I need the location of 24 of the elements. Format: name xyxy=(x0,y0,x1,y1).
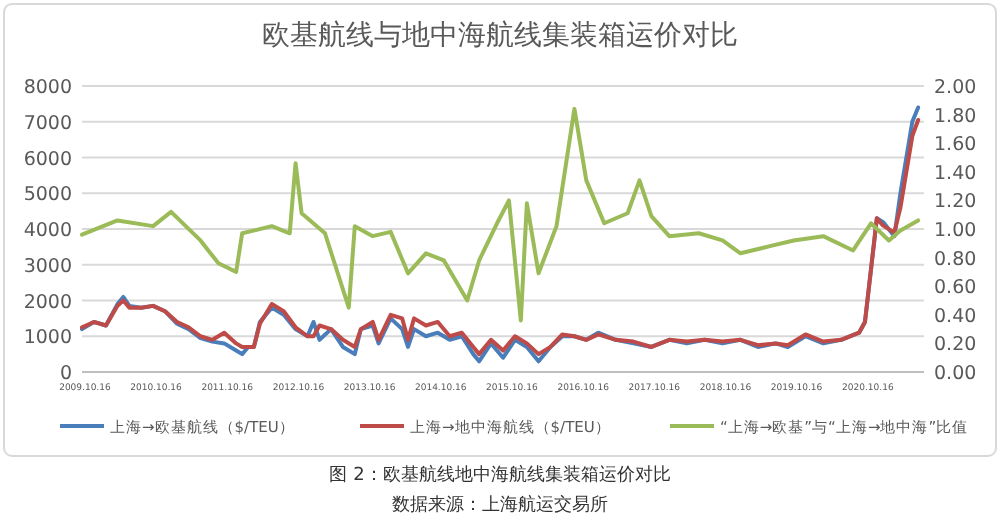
y2-tick-label: 0.20 xyxy=(934,334,977,357)
y-tick-label: 3000 xyxy=(23,255,72,278)
y-tick-label: 5000 xyxy=(23,184,72,207)
y-tick-label: 1000 xyxy=(23,327,72,350)
y-tick-label: 2000 xyxy=(23,291,72,314)
y2-tick-label: 1.00 xyxy=(934,220,977,242)
source-note: 数据来源：上海航运交易所 xyxy=(392,494,608,516)
y-tick-label: 4000 xyxy=(23,220,72,242)
y-tick-label: 6000 xyxy=(23,148,72,171)
y2-tick-label: 2.00 xyxy=(934,77,977,99)
y-tick-label: 0 xyxy=(59,363,72,385)
caption: 图 2：欧基航线地中海航线集装箱运价对比 xyxy=(329,464,671,486)
y2-tick-label: 1.80 xyxy=(934,105,977,128)
y2-tick-label: 1.20 xyxy=(934,191,977,214)
y2-tick-label: 1.60 xyxy=(934,134,977,157)
y-tick-label: 8000 xyxy=(23,77,72,99)
y2-tick-label: 0.60 xyxy=(934,277,977,300)
y2-tick-label: 0.00 xyxy=(934,363,977,385)
y-tick-label: 7000 xyxy=(23,112,72,135)
y2-tick-label: 0.40 xyxy=(934,305,977,328)
y2-tick-label: 1.40 xyxy=(934,162,977,185)
chart-title: 欧基航线与地中海航线集装箱运价对比 xyxy=(262,20,738,52)
line-series xyxy=(80,106,921,323)
y2-tick-label: 0.80 xyxy=(934,248,977,271)
